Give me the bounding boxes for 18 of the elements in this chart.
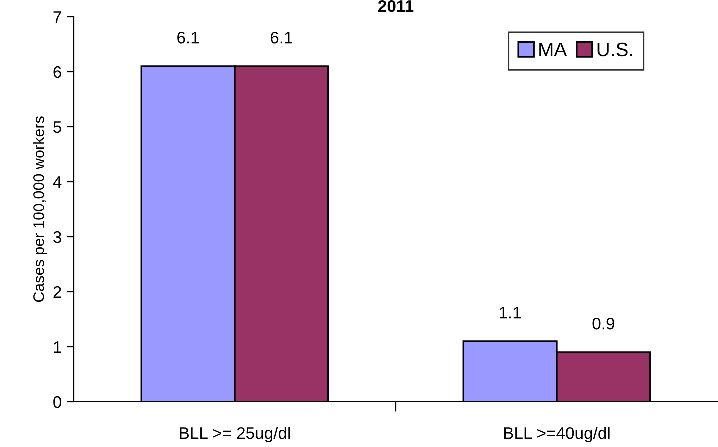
y-tick-label: 3: [54, 231, 62, 244]
y-tick-label: 5: [54, 122, 62, 134]
chart-title: 2011: [378, 0, 414, 12]
legend-label: U.S.: [598, 42, 632, 57]
y-tick-label: 1: [54, 342, 62, 354]
y-tick-label: 0: [54, 396, 62, 408]
y-tick-label: 6: [54, 66, 62, 78]
y-axis-title: Cases per 100,000 workers: [33, 116, 48, 302]
data-label: 6.1: [270, 32, 292, 44]
legend-label: MA: [540, 43, 568, 56]
data-label: 0.9: [592, 318, 614, 330]
y-tick-label: 2: [54, 286, 62, 298]
y-tick-label: 7: [54, 12, 62, 24]
data-label: 6.1: [178, 32, 200, 44]
y-tick-label: 4: [53, 176, 62, 188]
data-label: 1.1: [500, 307, 522, 319]
x-tick-label: BLL >=40ug/dl: [504, 427, 610, 443]
x-tick-label: BLL >= 25ug/dl: [180, 427, 290, 443]
